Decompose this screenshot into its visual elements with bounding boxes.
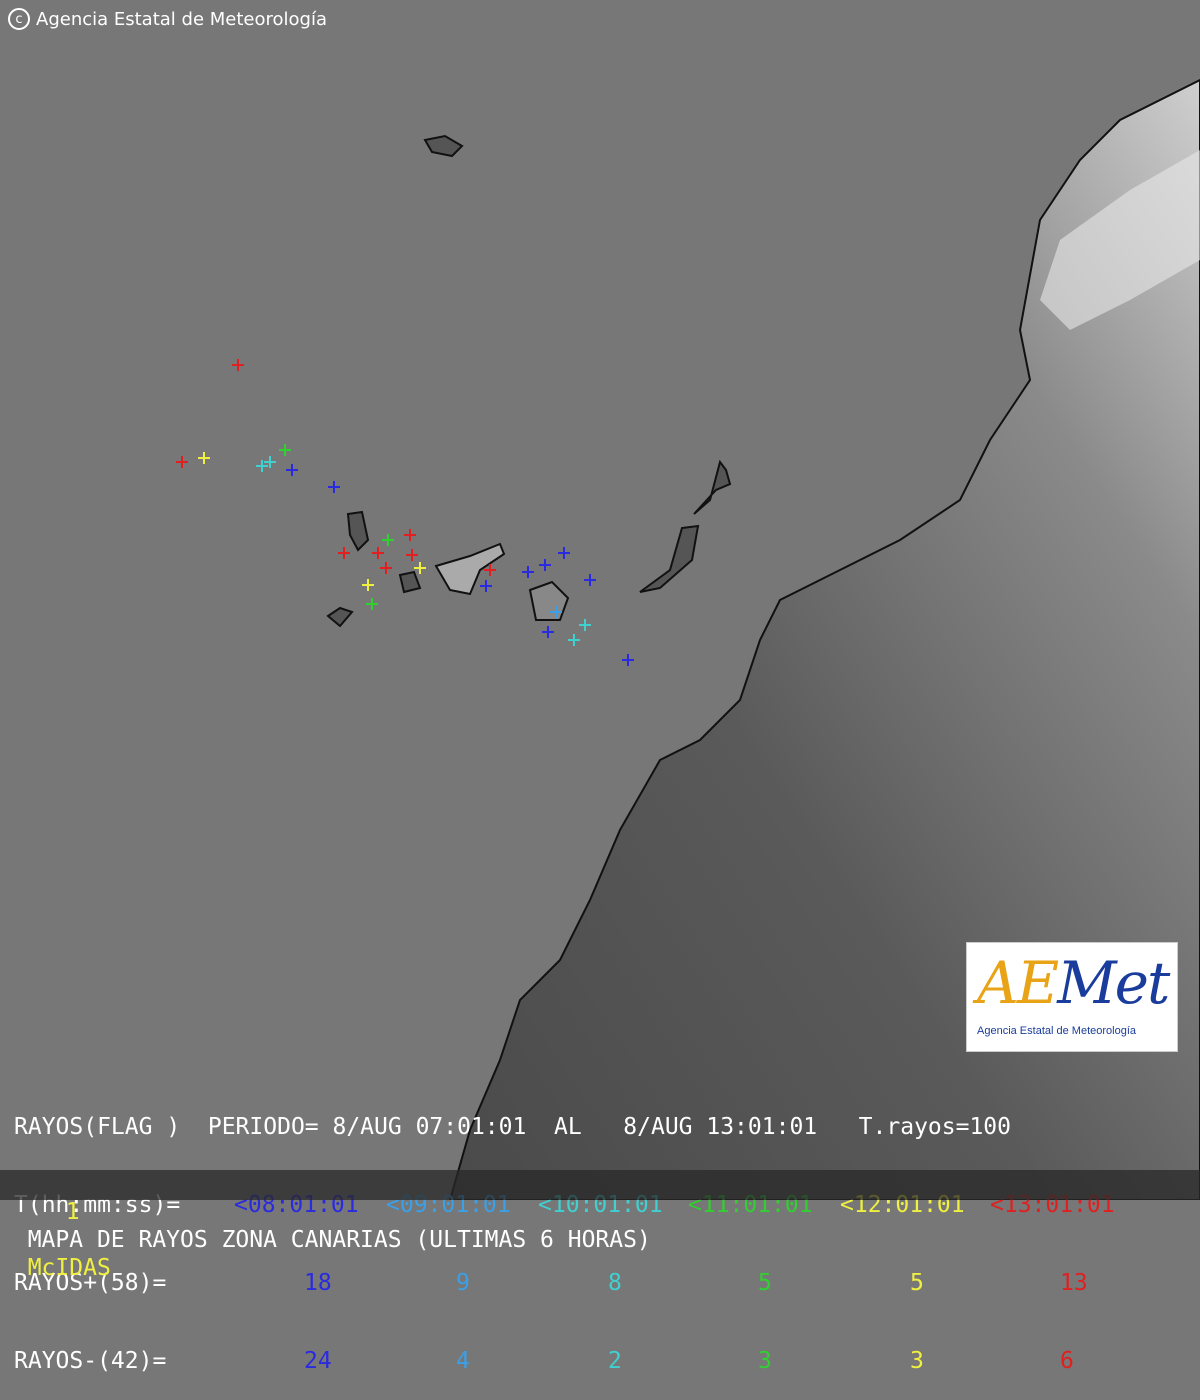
legend-period: RAYOS(FLAG ) PERIODO= 8/AUG 07:01:01 AL … <box>14 1114 1011 1140</box>
lightning-strike-marker <box>362 579 374 591</box>
interval-positive: 5 <box>758 1270 772 1296</box>
lightning-strike-marker <box>232 359 244 371</box>
lightning-strike-marker <box>522 566 534 578</box>
island-el-hierro <box>326 606 354 628</box>
lightning-strike-marker <box>366 598 378 610</box>
credit-text: Agencia Estatal de Meteorología <box>36 8 327 30</box>
island-la-gomera <box>398 570 422 594</box>
logo-ae: AE <box>977 949 1059 1017</box>
logo-met: Met <box>1057 949 1170 1017</box>
frame-number: 1 <box>65 1199 80 1225</box>
island-gran-canaria <box>528 580 570 621</box>
snow-highlight <box>1040 150 1200 330</box>
lightning-strike-marker <box>568 634 580 646</box>
interval-negative: 2 <box>608 1348 622 1374</box>
interval-negative: 6 <box>1060 1348 1074 1374</box>
lightning-strike-marker <box>286 464 298 476</box>
island-madeira <box>423 134 464 158</box>
lightning-strike-marker <box>406 549 418 561</box>
lightning-strike-marker <box>198 452 210 464</box>
lightning-strike-marker <box>264 456 276 468</box>
interval-positive: 9 <box>456 1270 470 1296</box>
footer-title: MAPA DE RAYOS ZONA CANARIAS (ULTIMAS 6 H… <box>27 1227 651 1253</box>
logo-subtitle: Agencia Estatal de Meteorología <box>977 1025 1136 1037</box>
lightning-strike-marker <box>484 564 496 576</box>
interval-positive: 8 <box>608 1270 622 1296</box>
interval-negative: 3 <box>758 1348 772 1374</box>
lightning-strike-marker <box>480 580 492 592</box>
lightning-strike-marker <box>404 529 416 541</box>
copyright-icon: c <box>8 8 30 30</box>
interval-negative: 3 <box>910 1348 924 1374</box>
interval-negative: 4 <box>456 1348 470 1374</box>
lightning-strike-marker <box>558 547 570 559</box>
lightning-strike-marker <box>622 654 634 666</box>
lightning-strike-marker <box>380 562 392 574</box>
lightning-strike-marker <box>338 547 350 559</box>
island-fuerteventura <box>639 524 700 593</box>
lightning-strike-marker <box>579 619 591 631</box>
aemet-logo: AEMet Agencia Estatal de Meteorología <box>966 942 1178 1052</box>
interval-positive: 5 <box>910 1270 924 1296</box>
copyright-credit: c Agencia Estatal de Meteorología <box>8 8 327 30</box>
lightning-strike-marker <box>550 606 562 618</box>
lightning-strike-marker <box>372 547 384 559</box>
footer-bar: 1 MAPA DE RAYOS ZONA CANARIAS (ULTIMAS 6… <box>0 1170 1200 1281</box>
lightning-strikes <box>176 359 634 666</box>
satellite-map <box>176 78 1200 1200</box>
lightning-strike-marker <box>584 574 596 586</box>
lightning-strike-marker <box>414 562 426 574</box>
interval-negative: 24 <box>304 1348 332 1374</box>
interval-positive: 13 <box>1060 1270 1088 1296</box>
footer-software: McIDAS <box>27 1255 111 1281</box>
lightning-strike-marker <box>176 456 188 468</box>
islands <box>326 134 732 628</box>
island-lanzarote <box>693 459 732 515</box>
lightning-strike-marker <box>382 534 394 546</box>
island-la-palma <box>346 510 370 552</box>
lightning-strike-marker <box>542 626 554 638</box>
negative-label: RAYOS-(42)= <box>14 1348 167 1374</box>
lightning-strike-marker <box>539 559 551 571</box>
interval-positive: 18 <box>304 1270 332 1296</box>
lightning-strike-marker <box>328 481 340 493</box>
lightning-strike-marker <box>256 460 268 472</box>
island-tenerife <box>434 542 506 596</box>
lightning-strike-marker <box>279 444 291 456</box>
african-coast <box>448 78 1200 1200</box>
